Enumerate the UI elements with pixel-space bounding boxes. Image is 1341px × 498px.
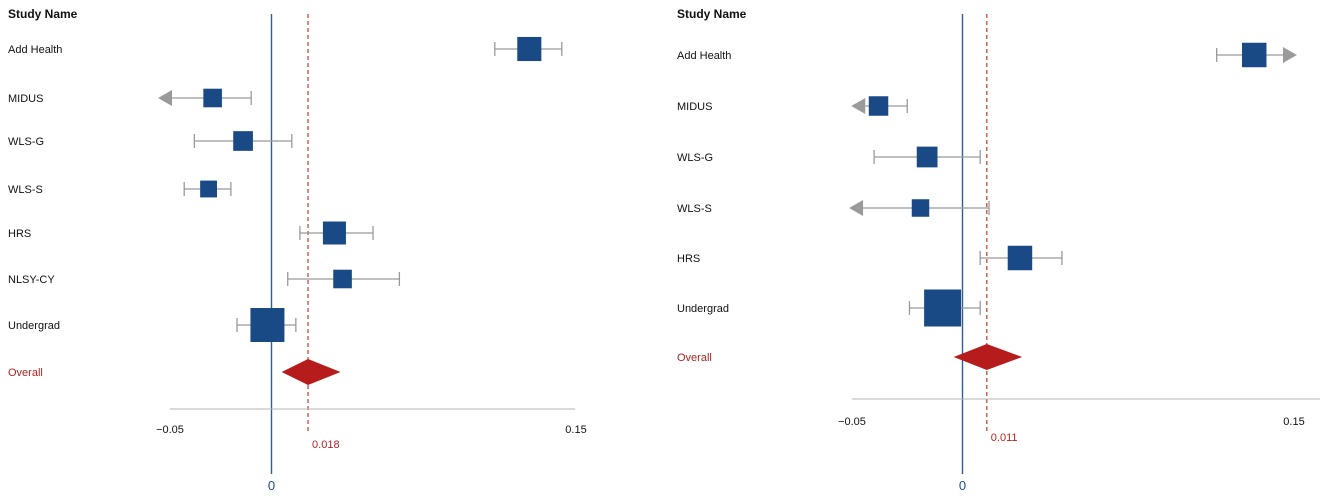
study-label: NLSY-CY (8, 274, 55, 286)
effect-size-marker (911, 199, 930, 217)
study-row: Undergrad (677, 289, 981, 327)
ci-arrow-left (158, 90, 173, 106)
x-tick-label: −0.05 (156, 424, 184, 436)
summary-estimate-label: 0.018 (312, 439, 340, 451)
study-name-header: Study Name (677, 7, 747, 21)
study-row: Add Health (8, 36, 563, 62)
effect-size-marker (250, 308, 285, 342)
summary-diamond (281, 359, 341, 385)
forest-panel-2: Study Name −0.05 0.15 0 0.011 Add Health MIDUS… (677, 7, 1320, 493)
zero-label: 0 (268, 478, 275, 493)
study-label: WLS-S (8, 184, 43, 196)
summary-estimate-label: 0.011 (991, 432, 1018, 444)
zero-label: 0 (959, 478, 966, 493)
effect-size-marker (924, 289, 962, 327)
effect-size-marker (322, 221, 346, 245)
study-label: WLS-G (677, 152, 713, 164)
effect-size-marker (517, 36, 542, 62)
effect-size-marker (203, 88, 222, 108)
study-name-header: Study Name (8, 7, 78, 21)
study-label: WLS-S (677, 203, 712, 215)
overall-label: Overall (677, 352, 712, 364)
summary-diamond (953, 344, 1023, 370)
overall-label: Overall (8, 367, 43, 379)
study-row: MIDUS (677, 96, 908, 116)
x-tick-label: 0.15 (1283, 416, 1304, 428)
study-row: HRS (677, 245, 1063, 271)
study-label: MIDUS (677, 101, 712, 113)
study-label: Undergrad (677, 303, 729, 315)
study-label: HRS (8, 228, 31, 240)
study-label: Undergrad (8, 320, 60, 332)
effect-size-marker (868, 96, 889, 116)
study-label: WLS-G (8, 136, 44, 148)
study-row: WLS-S (677, 199, 990, 217)
study-label: Add Health (677, 50, 731, 62)
effect-size-marker (200, 180, 217, 198)
study-row: HRS (8, 221, 374, 245)
effect-size-marker (1241, 42, 1267, 68)
study-row: WLS-G (677, 146, 981, 168)
forest-panel-1: Study Name −0.05 0.15 0 0.018 Add Health MIDUS… (8, 7, 587, 493)
study-label: Add Health (8, 44, 62, 56)
study-row: WLS-S (8, 180, 232, 198)
study-row: MIDUS (8, 88, 252, 108)
x-tick-label: 0.15 (565, 424, 586, 436)
study-row: WLS-G (8, 131, 293, 151)
x-tick-label: −0.05 (838, 416, 866, 428)
ci-arrow-left (851, 98, 866, 114)
study-label: HRS (677, 253, 700, 265)
effect-size-marker (333, 269, 352, 289)
study-row: Undergrad (8, 308, 297, 342)
ci-arrow-right (1282, 47, 1297, 63)
study-row: Add Health (677, 42, 1297, 68)
effect-size-marker (916, 146, 938, 168)
ci-arrow-left (849, 200, 864, 216)
effect-size-marker (233, 131, 253, 151)
effect-size-marker (1007, 245, 1033, 271)
study-row: NLSY-CY (8, 269, 401, 289)
study-label: MIDUS (8, 93, 43, 105)
